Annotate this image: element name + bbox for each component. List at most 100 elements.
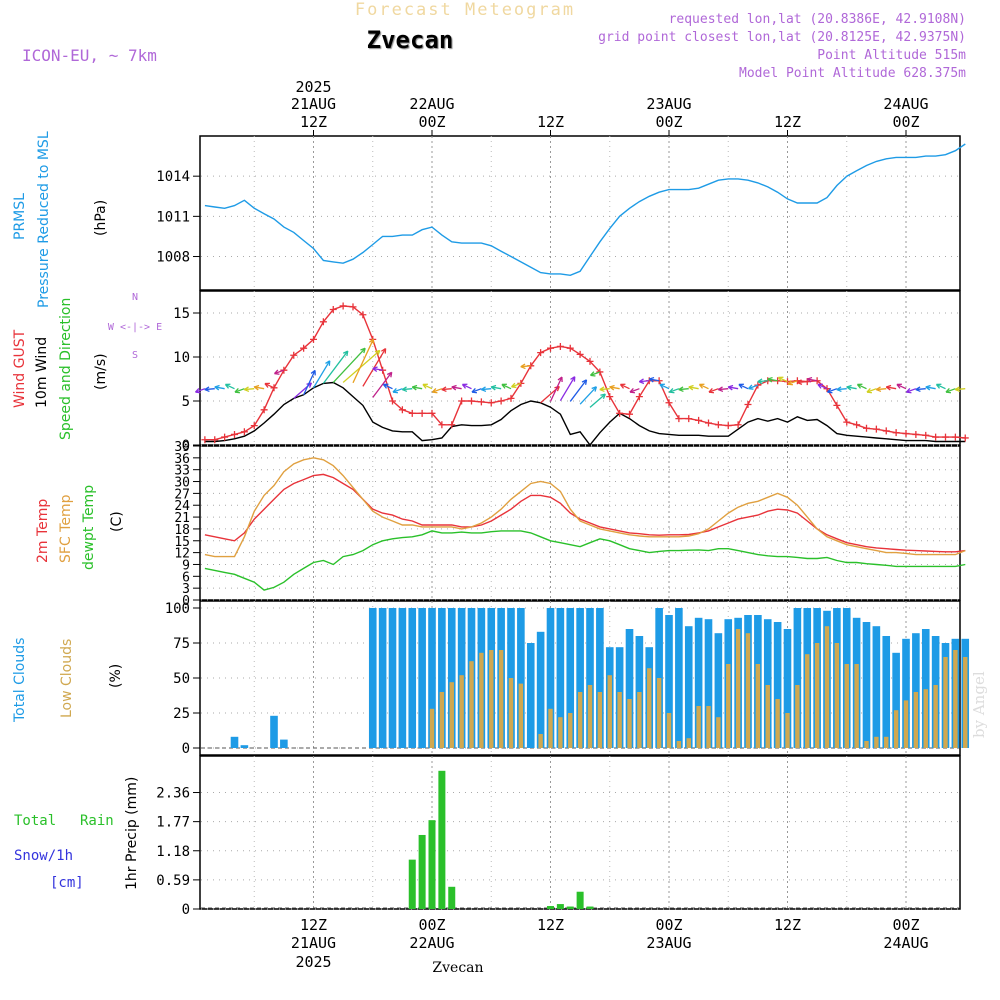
footer-location: Zvecan: [432, 960, 483, 976]
y-tick-label: 1011: [156, 209, 190, 225]
total-cloud-bar: [862, 622, 871, 748]
wind-direction-arrow: [244, 388, 255, 391]
y-tick-label: 9: [182, 558, 190, 573]
total-cloud-bar: [240, 745, 249, 748]
wind-gust-marker: [211, 436, 219, 444]
wind-direction-arrowhead: [480, 386, 487, 393]
wind-direction-arrowhead: [234, 387, 241, 394]
wind-direction-arrow: [254, 386, 265, 390]
time-label-top: 22AUG: [409, 95, 454, 113]
precip-labels: Total Rain Snow/1h [cm] 1hr Precip (mm): [14, 777, 140, 891]
wind-gust-marker: [892, 429, 900, 437]
chart-marks: [195, 143, 970, 909]
total-cloud-bar: [675, 608, 683, 748]
wind-direction-arrow: [392, 388, 403, 393]
y-tick-label: 33: [174, 464, 190, 479]
label-10m-wind: 10m Wind: [34, 337, 50, 408]
wind-direction-arrow: [827, 388, 838, 393]
wind-gust-marker: [468, 397, 475, 405]
wind-direction-arrowhead: [748, 384, 754, 390]
wind-direction-arrowhead: [253, 384, 260, 391]
low-cloud-bar: [963, 657, 968, 748]
y-tick-label: 1.77: [156, 815, 190, 831]
wind-direction-arrowhead: [708, 387, 715, 394]
grid-point-coords: grid point closest lon,lat (20.8125E, 42…: [598, 30, 966, 45]
total-cloud-bar: [684, 626, 693, 748]
low-cloud-bar: [538, 734, 543, 748]
wind-gust-marker: [408, 409, 416, 417]
wind-direction-arrow: [402, 388, 413, 391]
low-cloud-bar: [518, 683, 524, 748]
wind-direction-arrowhead: [935, 383, 942, 389]
low-cloud-bar: [913, 692, 919, 748]
total-cloud-bar: [625, 629, 634, 748]
total-cloud-bar: [368, 608, 377, 748]
wind-gust-marker: [349, 303, 357, 311]
wind-direction-arrowhead: [310, 369, 316, 376]
wind-direction-arrowhead: [906, 387, 912, 394]
y-tick-label: 10: [173, 350, 190, 366]
total-cloud-bar: [921, 629, 930, 748]
low-cloud-bar: [854, 664, 859, 748]
wind-gust-marker: [616, 409, 624, 417]
low-cloud-bar: [617, 692, 622, 748]
rain-bar: [576, 891, 584, 909]
wind-direction-arrow: [738, 383, 749, 390]
point-altitude: Point Altitude 515m: [817, 48, 966, 63]
wind-gust-marker: [507, 394, 515, 402]
label-total: Total: [14, 813, 56, 829]
wind-gust-marker: [300, 344, 308, 352]
wind-direction-arrowhead: [451, 384, 457, 391]
wind-direction-arrow: [481, 388, 492, 391]
temp-2m-line: [204, 473, 966, 553]
wind-direction-arrow: [936, 383, 946, 390]
low-cloud-bar: [686, 738, 691, 748]
wind-direction-arrow: [649, 378, 660, 382]
wind-gust-marker: [537, 349, 545, 357]
y-tick-label: 15: [173, 306, 190, 322]
wind-direction-arrow: [708, 388, 719, 393]
low-cloud-bar: [459, 675, 464, 748]
wind-direction-arrow: [659, 383, 670, 390]
time-label-bottom: 2025: [295, 953, 331, 971]
wind-direction-arrowhead: [648, 376, 655, 383]
wind-direction-arrowhead: [590, 371, 596, 377]
rain-bar: [418, 834, 426, 909]
low-cloud-bar: [884, 736, 889, 748]
wind-direction-arrowhead: [511, 382, 517, 389]
wind-direction-arrowhead: [374, 349, 381, 356]
wind-direction-arrow: [669, 388, 680, 393]
wind-gust-marker: [961, 434, 969, 442]
wind-direction-arrowhead: [767, 376, 773, 383]
wind-direction-arrow: [590, 371, 601, 376]
total-cloud-bar: [872, 626, 881, 748]
label-sfc-temp: SFC Temp: [58, 494, 74, 563]
compass-we: W <-|-> E: [108, 322, 162, 333]
wind-direction-arrowhead: [727, 384, 734, 391]
wind-gust-marker: [556, 342, 564, 350]
wind-gust-marker: [547, 344, 554, 352]
wind-direction-arrow: [609, 386, 620, 390]
low-cloud-bar: [469, 661, 474, 748]
low-cloud-bar: [597, 692, 603, 748]
wind-direction-arrowhead: [411, 384, 418, 391]
wind-direction-arrow: [264, 382, 275, 389]
wind-speed-line: [204, 381, 966, 447]
wind-direction-arrow: [491, 386, 502, 390]
wind-direction-arrow: [915, 388, 926, 391]
total-cloud-bar: [902, 638, 910, 748]
total-cloud-bar: [566, 608, 575, 748]
wind-direction-arrow: [432, 388, 443, 393]
wind-direction-arrow: [372, 371, 393, 398]
label-pressure-msl: Pressure Reduced to MSL: [36, 131, 52, 308]
wind-direction-arrow: [204, 388, 215, 391]
wind-direction-arrow: [214, 386, 225, 390]
low-cloud-bar: [637, 692, 642, 748]
y-tick-label: 2.36: [156, 786, 190, 802]
low-cloud-bar: [647, 668, 652, 748]
wind-gust-marker: [448, 421, 456, 429]
total-cloud-bar: [536, 631, 545, 748]
y-tick-label: 18: [174, 523, 190, 538]
total-cloud-bar: [912, 633, 920, 748]
label-ms: (m/s): [93, 353, 109, 390]
